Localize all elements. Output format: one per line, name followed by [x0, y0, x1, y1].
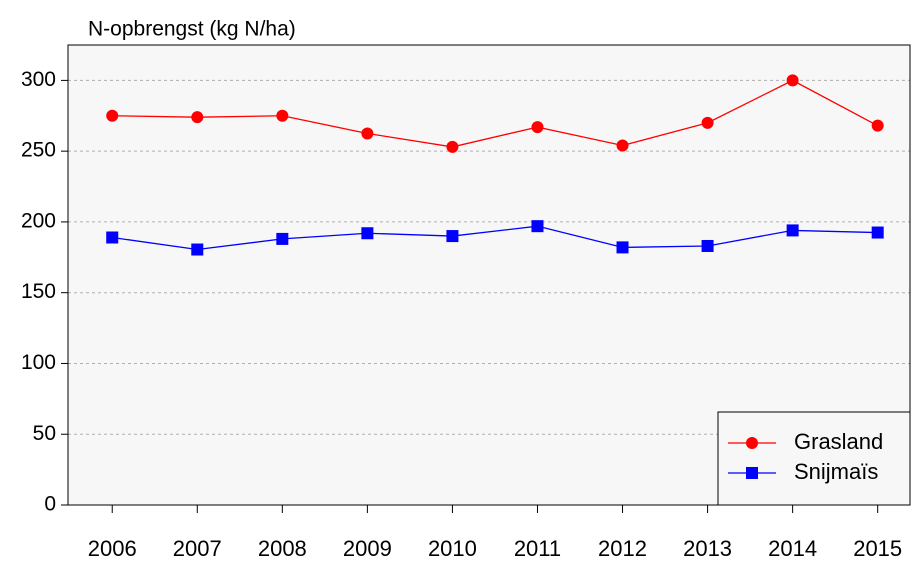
x-tick-label: 2008: [258, 536, 307, 561]
x-tick-label: 2010: [428, 536, 477, 561]
x-tick-label: 2014: [768, 536, 817, 561]
series-line: [112, 225, 878, 251]
y-tick-label: 300: [21, 68, 56, 91]
legend-label: Snijmaïs: [794, 459, 878, 484]
y-tick-label: 0: [44, 493, 56, 516]
marker: [531, 121, 544, 134]
y-tick-label: 150: [21, 280, 56, 303]
x-tick-label: 2015: [853, 536, 902, 561]
marker: [446, 230, 459, 243]
y-axis-title: N-opbrengst (kg N/ha): [88, 18, 296, 41]
marker: [191, 111, 204, 124]
y-tick-label: 50: [33, 422, 56, 445]
plot-border: [67, 44, 911, 506]
marker: [746, 467, 758, 479]
marker: [871, 119, 884, 132]
series-line: [112, 79, 878, 148]
marker: [106, 231, 119, 244]
legend-label: Grasland: [794, 429, 883, 454]
marker: [531, 220, 544, 233]
marker: [361, 227, 374, 240]
marker: [106, 109, 119, 122]
x-tick-label: 2011: [514, 536, 561, 561]
x-tick-label: 2007: [173, 536, 222, 561]
marker: [701, 239, 714, 252]
marker: [191, 243, 204, 256]
marker: [361, 127, 374, 140]
legend-box: [717, 411, 911, 506]
marker: [701, 116, 714, 129]
marker: [446, 140, 459, 153]
marker: [786, 224, 799, 237]
y-tick-label: 100: [21, 351, 56, 374]
x-tick-label: 2006: [88, 536, 137, 561]
x-tick-label: 2013: [683, 536, 732, 561]
marker: [616, 241, 629, 254]
y-tick-label: 250: [21, 139, 56, 162]
marker: [616, 139, 629, 152]
x-tick-label: 2009: [343, 536, 392, 561]
marker: [276, 232, 289, 245]
y-tick-label: 200: [21, 209, 56, 232]
marker: [276, 109, 289, 122]
marker: [746, 437, 758, 449]
marker: [786, 74, 799, 87]
x-tick-label: 2012: [598, 536, 647, 561]
marker: [871, 226, 884, 239]
